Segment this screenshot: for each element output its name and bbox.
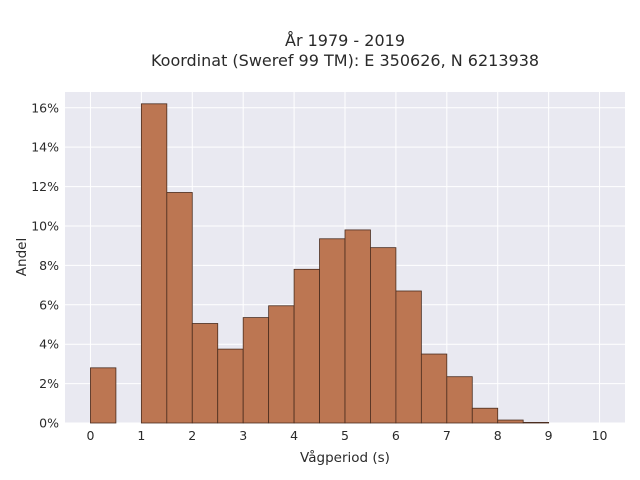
y-tick-label: 4% bbox=[39, 337, 59, 352]
x-tick-label: 7 bbox=[443, 428, 451, 443]
y-tick-label: 8% bbox=[39, 258, 59, 273]
x-tick-label: 4 bbox=[290, 428, 298, 443]
histogram-bar bbox=[268, 305, 295, 424]
x-tick-label: 10 bbox=[592, 428, 608, 443]
y-tick-label: 14% bbox=[31, 140, 59, 155]
histogram-bar bbox=[166, 192, 193, 424]
histogram-bar bbox=[471, 407, 499, 424]
bars bbox=[90, 103, 550, 424]
x-tick-label: 2 bbox=[188, 428, 196, 443]
x-tick-label: 9 bbox=[545, 428, 553, 443]
histogram-bar bbox=[420, 353, 448, 424]
x-tick-label: 1 bbox=[137, 428, 145, 443]
y-tick-label: 10% bbox=[31, 218, 59, 233]
histogram-bar bbox=[497, 419, 524, 424]
histogram-bar bbox=[395, 290, 422, 424]
y-tick-label: 6% bbox=[39, 297, 59, 312]
histogram-bar bbox=[140, 103, 168, 424]
y-axis-label: Andel bbox=[14, 238, 30, 276]
chart-title-line2: Koordinat (Sweref 99 TM): E 350626, N 62… bbox=[151, 51, 539, 70]
histogram-bar bbox=[319, 238, 346, 424]
x-tick-label: 6 bbox=[392, 428, 400, 443]
histogram-bar bbox=[344, 229, 371, 424]
histogram-bar bbox=[370, 247, 397, 424]
x-tick-label: 0 bbox=[86, 428, 94, 443]
x-axis-label: Vågperiod (s) bbox=[300, 449, 390, 466]
x-tick-label: 8 bbox=[494, 428, 502, 443]
chart-title-line1: År 1979 - 2019 bbox=[285, 31, 405, 50]
y-tick-label: 0% bbox=[39, 416, 59, 431]
x-tick-label: 5 bbox=[341, 428, 349, 443]
histogram-bar bbox=[446, 376, 473, 424]
y-tick-label: 16% bbox=[31, 100, 59, 115]
x-axis-ticks: 0 1 2 3 4 5 6 7 8 9 10 bbox=[86, 428, 607, 443]
y-axis-ticks: 0% 2% 4% 6% 8% 10% 12% 14% 16% bbox=[31, 100, 59, 430]
histogram-bar bbox=[191, 323, 219, 424]
histogram-bar bbox=[242, 317, 270, 424]
histogram-bar bbox=[293, 268, 320, 424]
histogram-bar bbox=[217, 348, 244, 424]
histogram-bar bbox=[90, 367, 117, 424]
y-tick-label: 12% bbox=[31, 179, 59, 194]
histogram-bar bbox=[522, 422, 550, 424]
x-tick-label: 3 bbox=[239, 428, 247, 443]
y-tick-label: 2% bbox=[39, 376, 59, 391]
